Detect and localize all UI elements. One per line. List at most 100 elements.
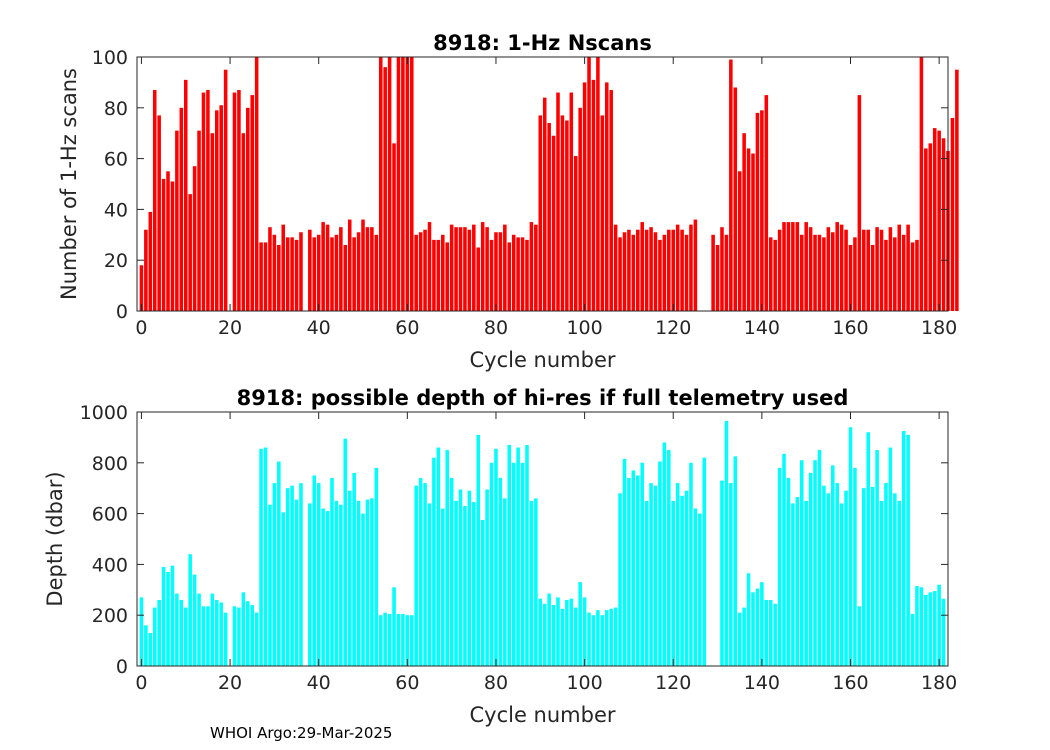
bar (831, 232, 835, 311)
bar (525, 239, 529, 311)
bar (853, 237, 857, 311)
bar (152, 90, 157, 312)
bar (799, 460, 804, 666)
bar (485, 489, 489, 666)
bar (161, 566, 166, 666)
bar (618, 493, 622, 666)
bar (250, 605, 254, 666)
y-tick-label: 40 (104, 199, 128, 221)
bar (414, 234, 418, 311)
bar (862, 229, 866, 311)
bar (684, 234, 689, 311)
bar (277, 244, 281, 311)
x-tick-label: 180 (921, 317, 957, 339)
bar (352, 472, 356, 666)
bar (631, 470, 636, 666)
bar (383, 612, 387, 666)
bar (711, 234, 715, 311)
bar (680, 229, 684, 311)
bar (884, 239, 888, 311)
bar (919, 587, 924, 666)
bar (325, 224, 330, 311)
bar (795, 222, 800, 311)
axes-box (136, 411, 949, 667)
bar (175, 130, 179, 311)
x-tick-label: 0 (135, 317, 147, 339)
bar (573, 607, 578, 666)
bar (246, 601, 250, 666)
bar (370, 227, 374, 311)
bar (463, 505, 467, 666)
bar (835, 483, 839, 666)
x-tick-label: 100 (566, 672, 602, 694)
bar (693, 219, 698, 311)
bar (374, 234, 379, 311)
bar (339, 504, 343, 666)
x-tick-label: 0 (135, 672, 147, 694)
bar (378, 615, 383, 666)
bar (680, 495, 684, 666)
bar (463, 227, 467, 311)
bar (365, 227, 370, 311)
x-tick-label: 80 (484, 317, 508, 339)
bar (649, 483, 653, 666)
bar (826, 493, 831, 666)
bar (941, 598, 946, 666)
bar (206, 90, 210, 312)
bar (511, 462, 516, 666)
y-axis-label: Number of 1-Hz scans (57, 68, 81, 300)
y-tick-label: 400 (92, 554, 128, 576)
bar (334, 500, 339, 666)
bar (498, 478, 503, 666)
bar (910, 242, 915, 311)
x-tick-label: 120 (655, 317, 691, 339)
bar (737, 171, 742, 311)
bar (494, 448, 498, 666)
bar (498, 232, 503, 311)
bar (445, 242, 449, 311)
y-tick-label: 100 (92, 47, 128, 69)
bar (844, 229, 848, 311)
bar (671, 500, 676, 666)
bar (937, 584, 941, 666)
y-tick-label: 600 (92, 504, 128, 526)
bar (955, 69, 959, 311)
bar (600, 115, 605, 311)
bar (347, 219, 352, 311)
y-tick-label: 0 (116, 301, 128, 323)
bar (254, 612, 259, 666)
bar (724, 420, 729, 666)
x-tick-label: 40 (307, 672, 331, 694)
bar (414, 485, 418, 666)
bar (219, 105, 223, 311)
x-tick-label: 140 (744, 317, 780, 339)
bar (658, 461, 662, 666)
bar (932, 591, 937, 666)
x-axis-label: Cycle number (469, 703, 615, 727)
bar (534, 224, 538, 311)
bar (542, 603, 547, 666)
bar (804, 500, 808, 666)
bar (764, 95, 769, 311)
bar (223, 69, 228, 311)
bar (441, 234, 445, 311)
bar (436, 239, 441, 311)
bar (418, 478, 423, 666)
bar (432, 239, 436, 311)
bar (144, 625, 148, 666)
bar (516, 237, 520, 311)
bar (773, 239, 777, 311)
y-tick-label: 20 (104, 250, 128, 272)
bar (503, 498, 507, 666)
bar (237, 607, 241, 666)
bar (844, 490, 848, 666)
bar (822, 237, 826, 311)
bar (458, 227, 463, 311)
bar (454, 227, 458, 311)
bar (237, 90, 241, 312)
bar (259, 448, 263, 666)
plot-area (137, 412, 948, 666)
bar (613, 224, 618, 311)
bar (662, 234, 667, 311)
bar (370, 498, 374, 666)
